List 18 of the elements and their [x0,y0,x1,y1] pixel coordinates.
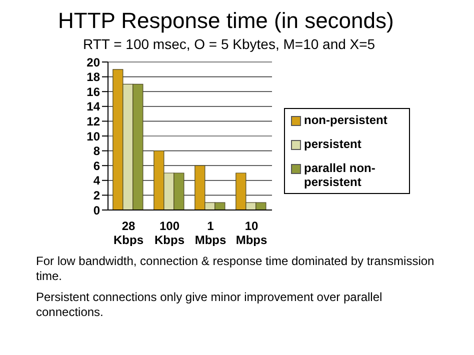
y-tick-label: 10 [86,129,100,144]
y-tick-label: 8 [93,144,100,158]
y-tick-label: 2 [93,188,100,202]
chart-title: HTTP Response time (in seconds) [58,8,395,34]
legend-label: persistent [304,137,362,151]
y-tick-label: 6 [93,158,100,173]
y-tick-label: 16 [86,84,100,99]
y-tick-label: 14 [86,100,100,114]
text: For low bandwidth, connection & response time dominated by transmission time. [36,254,436,284]
y-tick-label: 20 [86,55,100,70]
y-tick-label: 18 [86,70,100,84]
chart-subtitle: RTT = 100 msec, O = 5 Kbytes, M=10 and X=5 [83,36,376,52]
text: Persistent connections only give minor improvement over parallel connections. [36,290,384,320]
legend-label: parallel non-persistent [304,161,376,189]
y-tick-label: 4 [93,174,100,188]
y-tick-label: 12 [86,114,100,128]
y-tick-label: 0 [93,203,100,218]
legend-label: non-persistent [304,113,388,127]
